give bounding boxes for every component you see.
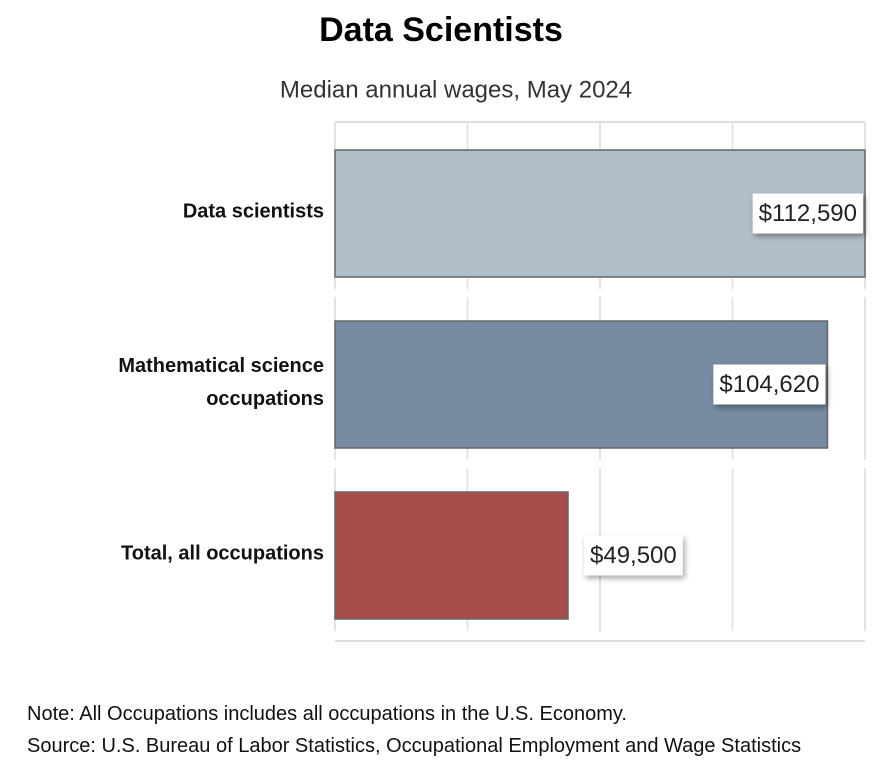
bar (334, 491, 569, 620)
value-label-box (713, 364, 826, 405)
y-tick-label: Mathematical science occupations (118, 354, 324, 410)
value-label: $104,620 (719, 371, 819, 398)
value-label: $49,500 (590, 542, 677, 569)
note: Note: All Occupations includes all occup… (27, 703, 627, 725)
source: Source: U.S. Bureau of Labor Statistics,… (27, 735, 802, 757)
chart-subtitle: Median annual wages, May 2024 (280, 76, 632, 103)
value-label-box (584, 535, 683, 576)
chart-title: Data Scientists (319, 11, 563, 49)
y-tick-label: Total, all occupations (121, 542, 324, 564)
value-label-box (752, 193, 863, 234)
value-label: $112,590 (759, 200, 857, 227)
y-tick-label: Data scientists (182, 200, 324, 222)
